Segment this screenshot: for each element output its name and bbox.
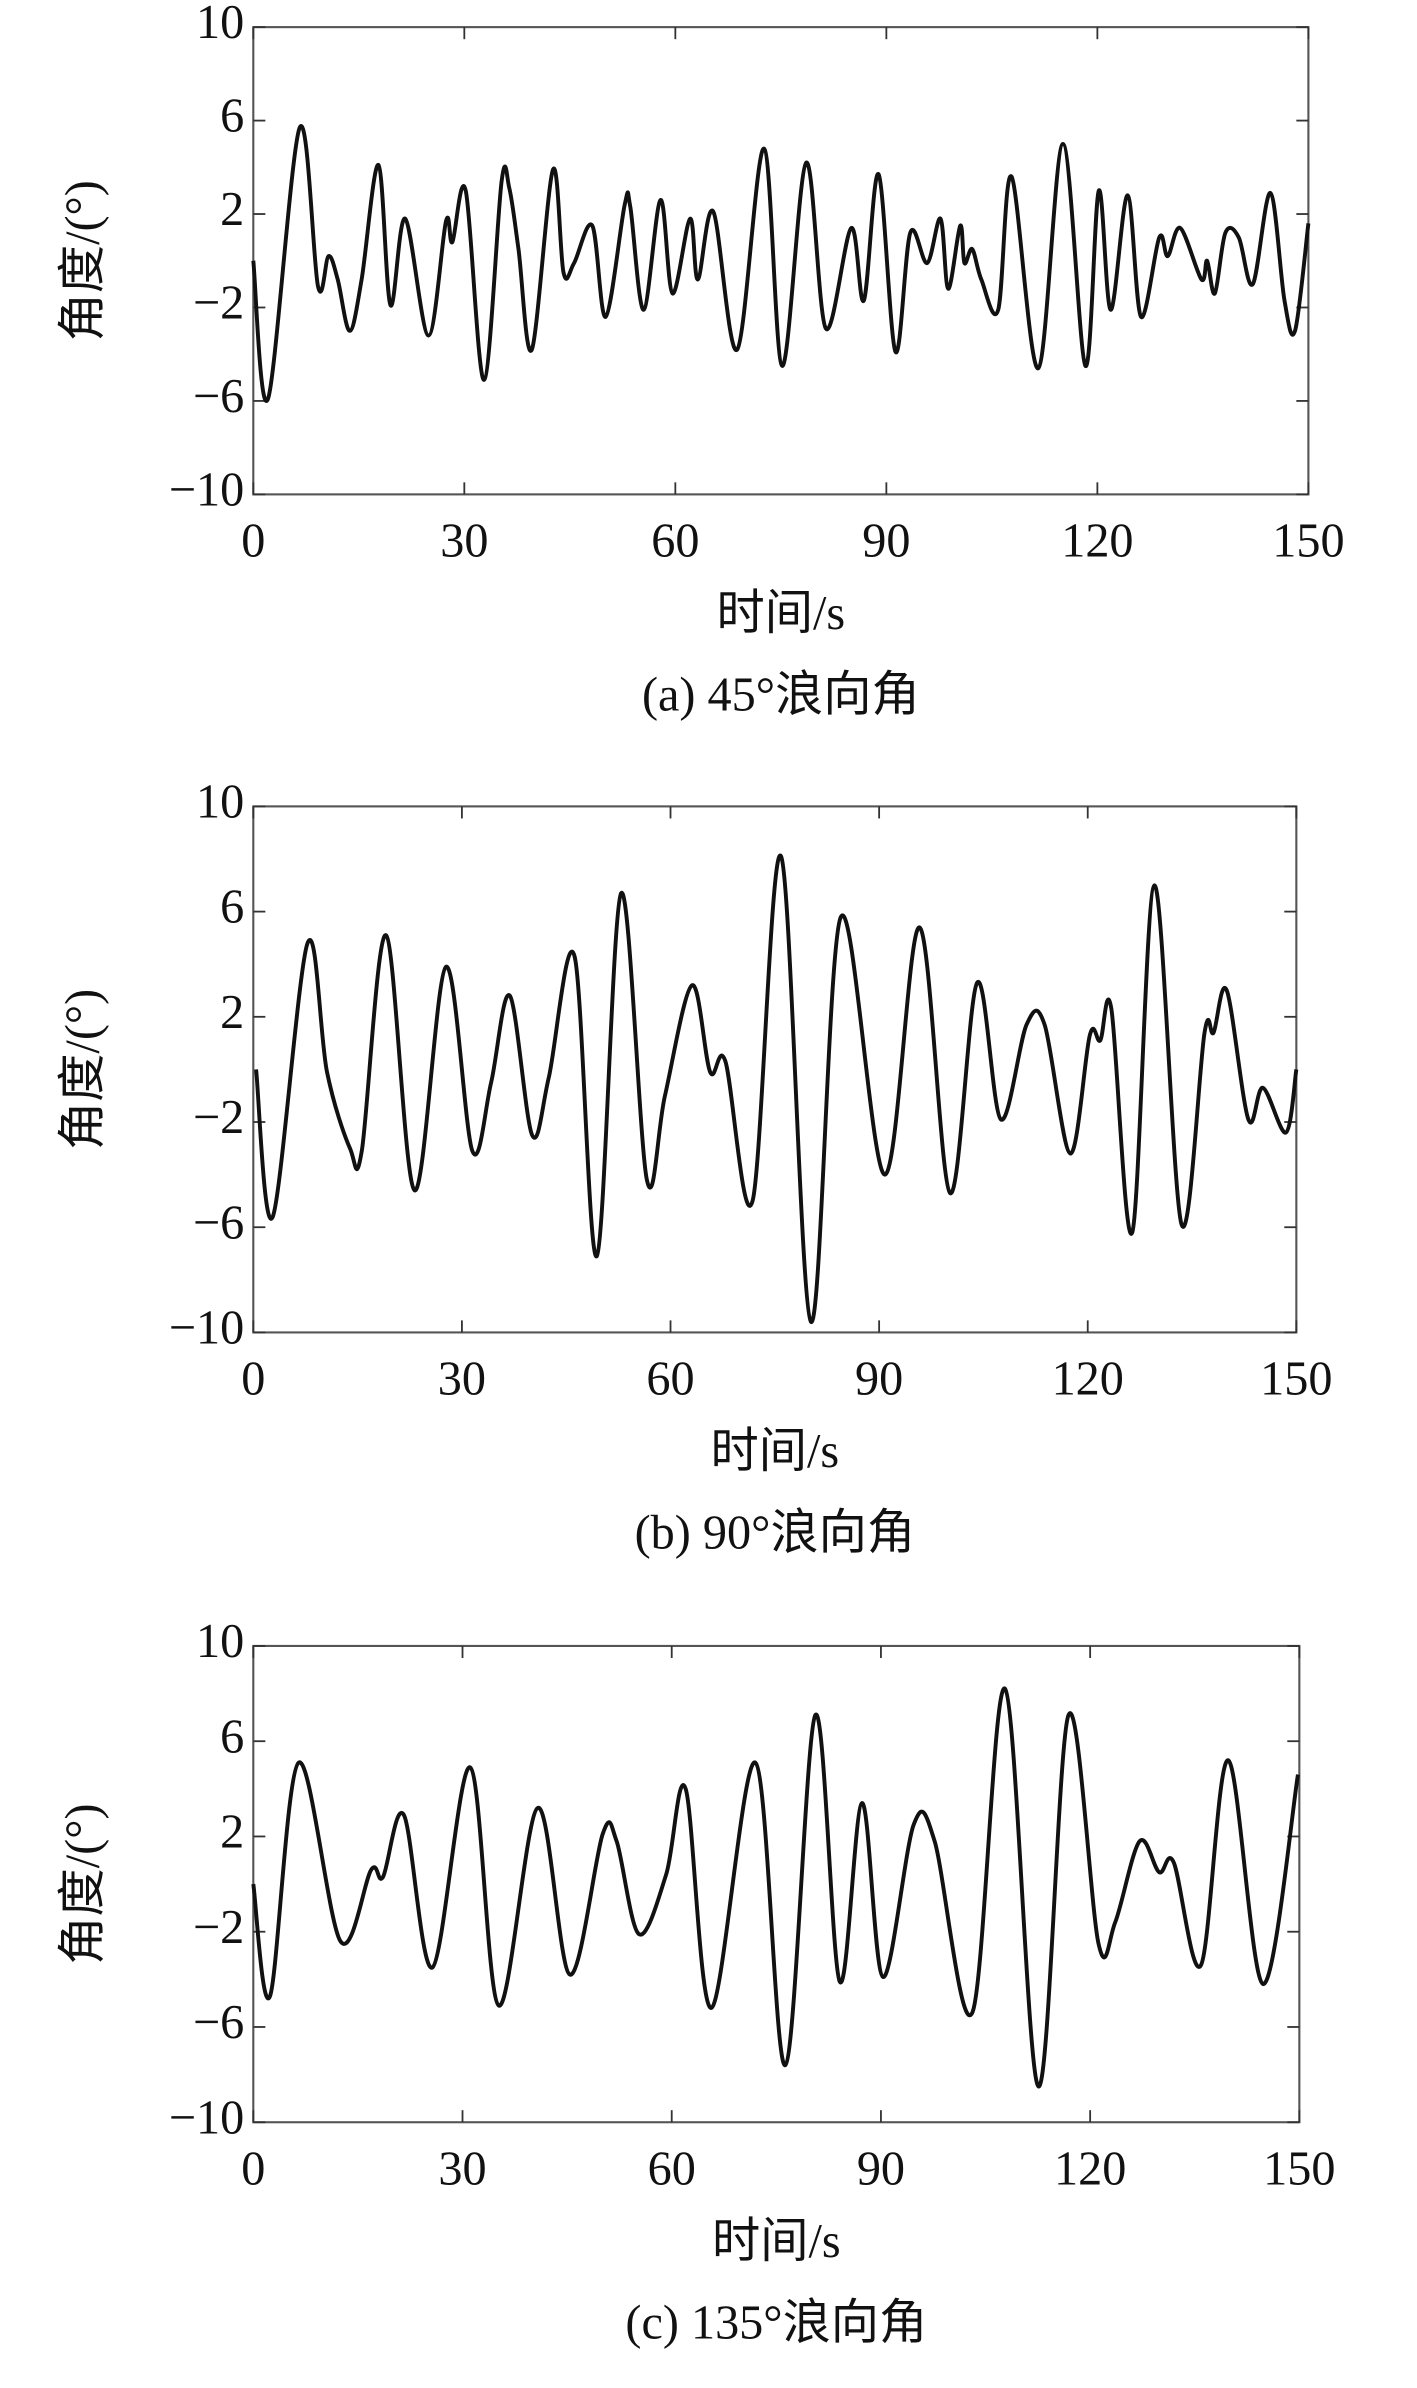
y-axis-label: 角度/(°) (57, 989, 110, 1150)
x-tick-label: 150 (1272, 515, 1344, 568)
y-axis-label: 角度/(°) (57, 180, 110, 341)
y-tick-label: 6 (220, 90, 244, 143)
plot-frame (252, 1644, 1301, 2124)
y-tick-label: 10 (196, 0, 244, 49)
x-tick-label: 30 (438, 1353, 486, 1406)
x-tick-label: 150 (1260, 1353, 1332, 1406)
x-tick-label: 30 (440, 515, 488, 568)
x-tick-label: 150 (1263, 2143, 1335, 2196)
x-tick-label: 0 (241, 2143, 265, 2196)
line-trace (251, 124, 1311, 403)
x-axis-label: 时间/s (711, 1425, 840, 1478)
line-trace (251, 1686, 1300, 2089)
y-tick-label: 2 (220, 1806, 244, 1859)
y-tick-label: 2 (220, 986, 244, 1039)
x-tick-label: 90 (862, 515, 910, 568)
y-tick-label: −6 (193, 1996, 244, 2049)
y-tick-label: 10 (196, 775, 244, 828)
y-tick-label: 6 (220, 881, 244, 934)
caption: (a) 45°浪向角 (642, 668, 920, 721)
plot-frame (252, 805, 1298, 1334)
y-tick-label: 10 (196, 1615, 244, 1668)
x-tick-label: 0 (241, 1353, 265, 1406)
x-tick-label: 90 (857, 2143, 905, 2196)
y-tick-label: −2 (193, 1091, 244, 1144)
plot-frame (252, 26, 1310, 496)
y-axis-label: 角度/(°) (57, 1803, 110, 1964)
x-tick-label: 60 (646, 1353, 694, 1406)
y-tick-label: −10 (169, 1301, 244, 1354)
x-tick-label: 90 (855, 1353, 903, 1406)
y-tick-label: −2 (193, 277, 244, 330)
x-tick-label: 0 (241, 515, 265, 568)
caption: (c) 135°浪向角 (625, 2296, 927, 2349)
y-tick-label: −2 (193, 1901, 244, 1954)
x-tick-label: 120 (1061, 515, 1133, 568)
x-axis-label: 时间/s (717, 587, 846, 640)
x-tick-label: 60 (651, 515, 699, 568)
x-tick-label: 120 (1052, 1353, 1124, 1406)
caption: (b) 90°浪向角 (635, 1506, 915, 1559)
x-axis-label: 时间/s (712, 2215, 841, 2268)
x-tick-label: 30 (438, 2143, 486, 2196)
y-tick-label: −6 (193, 370, 244, 423)
line-trace (254, 853, 1299, 1324)
y-tick-label: −10 (169, 2091, 244, 2144)
x-tick-label: 60 (648, 2143, 696, 2196)
x-tick-label: 120 (1054, 2143, 1126, 2196)
y-tick-label: 2 (220, 183, 244, 236)
y-tick-label: 6 (220, 1710, 244, 1763)
y-tick-label: −6 (193, 1196, 244, 1249)
y-tick-label: −10 (169, 463, 244, 516)
